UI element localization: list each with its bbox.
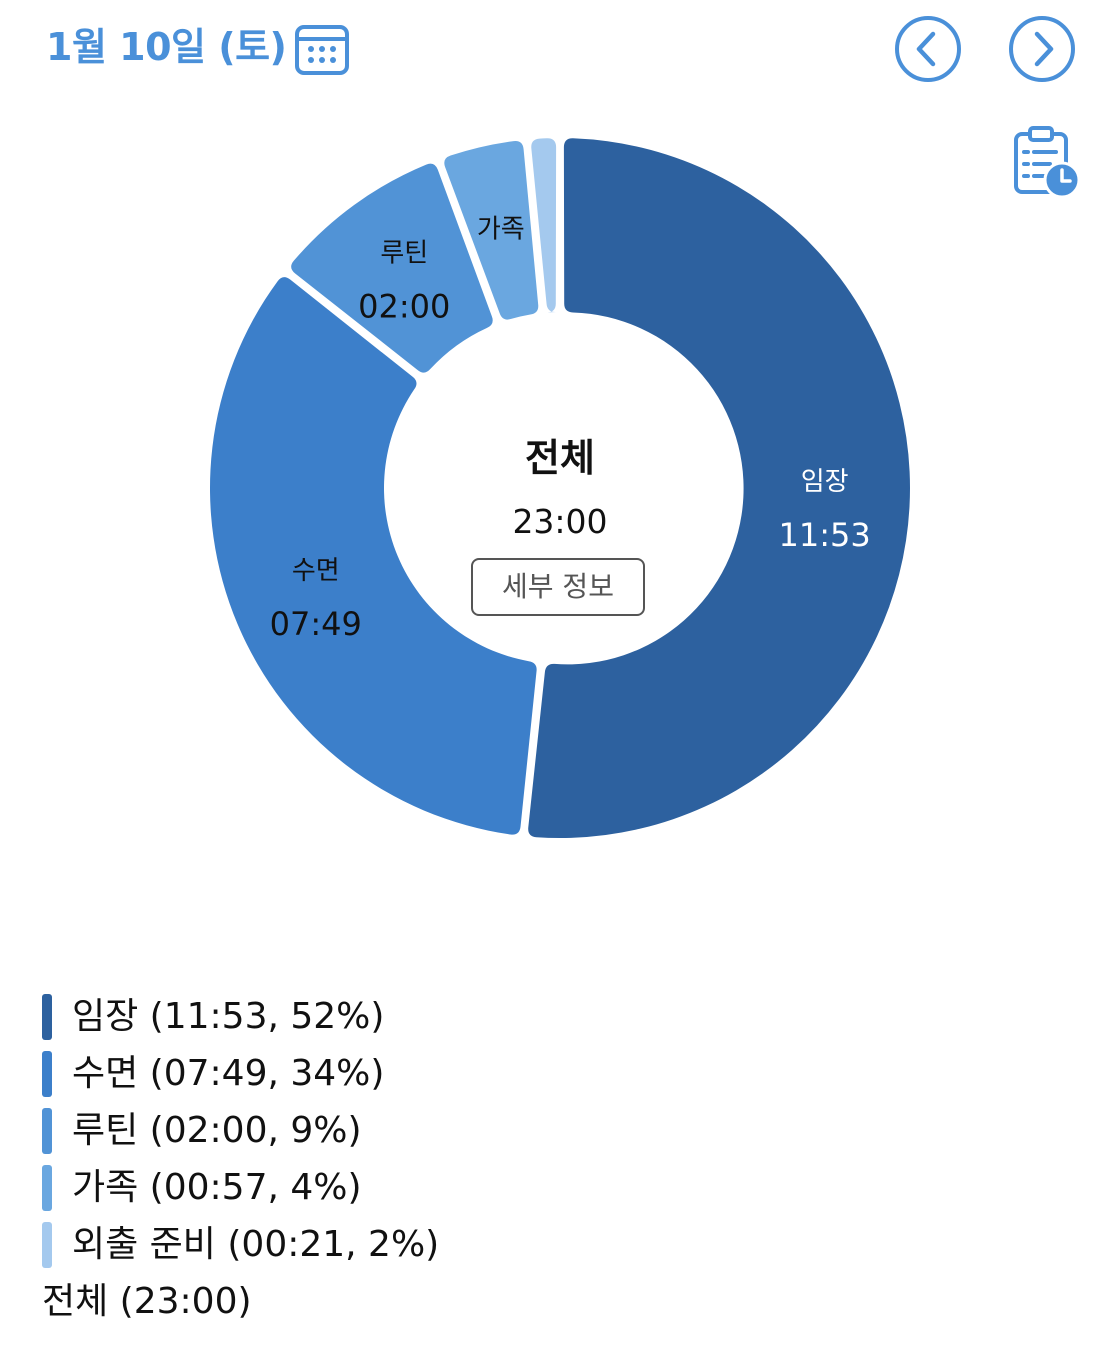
donut-slice	[528, 138, 910, 838]
legend-swatch	[42, 1164, 52, 1211]
legend-label: 임장 (11:53, 52%)	[72, 995, 385, 1037]
chart-legend: 임장 (11:53, 52%) 수면 (07:49, 34%) 루틴 (02:0…	[42, 988, 842, 1330]
donut-slice	[210, 277, 537, 835]
chevron-right-circle-icon[interactable]	[1007, 14, 1077, 84]
center-total-title: 전체	[525, 436, 595, 480]
legend-item: 임장 (11:53, 52%)	[42, 988, 842, 1045]
legend-label: 루틴 (02:00, 9%)	[72, 1109, 362, 1151]
slice-category-label: 루틴	[380, 239, 428, 269]
slice-category-label: 수면	[292, 556, 340, 586]
clipboard-clock-icon[interactable]	[1010, 124, 1082, 200]
chevron-left-circle-icon[interactable]	[893, 14, 963, 84]
legend-total: 전체 (23:00)	[42, 1280, 252, 1322]
donut-chart: 임장 11:53 수면 07:49 루틴 02:00 가족	[210, 138, 910, 838]
chart-slice-labels: 임장 11:53 수면 07:49 루틴 02:00 가족	[270, 215, 871, 643]
legend-swatch	[42, 1050, 52, 1097]
legend-item: 외출 준비 (00:21, 2%)	[42, 1216, 842, 1273]
legend-swatch	[42, 1221, 52, 1268]
legend-item: 수면 (07:49, 34%)	[42, 1045, 842, 1102]
donut-slice	[444, 140, 539, 320]
legend-label: 가족 (00:57, 4%)	[72, 1166, 362, 1208]
legend-label: 외출 준비 (00:21, 2%)	[72, 1223, 440, 1265]
legend-item: 가족 (00:57, 4%)	[42, 1159, 842, 1216]
slice-value-label: 11:53	[779, 516, 871, 554]
date-title[interactable]: 1월 10일 (토)	[46, 25, 287, 69]
legend-swatch	[42, 1107, 52, 1154]
legend-label: 수면 (07:49, 34%)	[72, 1052, 385, 1094]
center-total-value: 23:00	[512, 502, 608, 541]
detail-info-button[interactable]: 세부 정보	[471, 558, 645, 616]
legend-item: 루틴 (02:00, 9%)	[42, 1102, 842, 1159]
legend-swatch	[42, 993, 52, 1040]
donut-slice	[531, 138, 557, 313]
slice-category-label: 가족	[477, 215, 525, 245]
donut-slice	[291, 163, 493, 373]
slice-value-label: 02:00	[358, 288, 450, 326]
calendar-icon[interactable]	[294, 22, 350, 76]
slice-category-label: 임장	[801, 467, 849, 497]
chart-slices	[210, 138, 910, 838]
slice-value-label: 07:49	[270, 605, 362, 643]
